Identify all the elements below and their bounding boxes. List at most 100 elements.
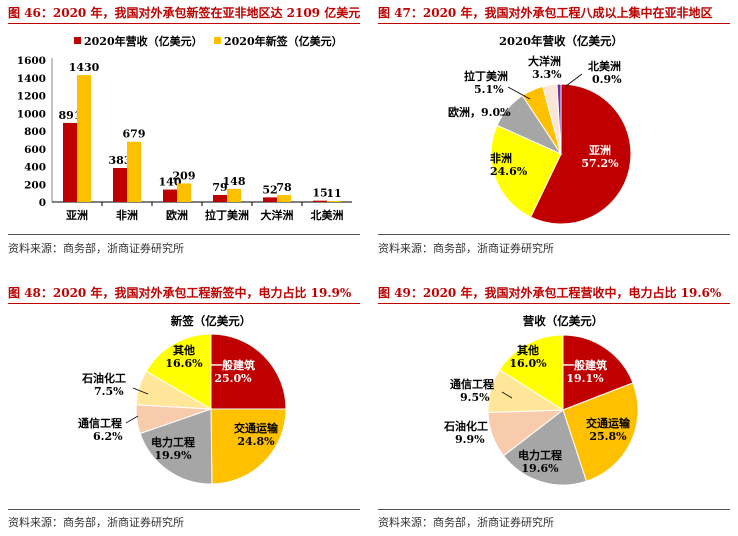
slice-label: 通信工程 (78, 416, 122, 430)
slice-value-label: 16.6% (165, 357, 203, 370)
leader-line (125, 415, 139, 424)
slice-value-label: 24.6% (490, 165, 528, 178)
pie-slice (210, 333, 287, 410)
slice-label: 大洋洲 (528, 54, 561, 68)
bar-value-label: 679 (123, 128, 146, 141)
pie-slice (498, 334, 564, 411)
slice-label: 石油化工 (443, 419, 488, 433)
y-tick-label: 600 (24, 144, 46, 156)
pie-slice (562, 382, 639, 482)
bar-value-label: 52 (262, 183, 277, 196)
bar-value-label: 11 (326, 187, 341, 200)
slice-label: 一般建筑 (211, 358, 255, 372)
bar-newsign (227, 188, 241, 202)
legend-swatch-0 (74, 37, 81, 44)
x-tick-label: 欧洲 (166, 208, 188, 222)
fig48-panel: 图 48：2020 年，我国对外承包工程新签中，电力占比 19.9% 新签（亿美… (8, 284, 360, 536)
bar-revenue (163, 189, 177, 202)
x-tick-label: 非洲 (116, 208, 138, 222)
leader-line (132, 387, 149, 395)
bar-value-label: 15 (312, 187, 327, 200)
fig46-bottom-rule (8, 234, 360, 235)
slice-label: 一般建筑 (563, 358, 607, 372)
pie-slice (562, 334, 634, 411)
y-tick-label: 200 (24, 179, 46, 191)
fig49-title: 图 49：2020 年，我国对外承包工程营收中，电力占比 19.6% (378, 286, 722, 300)
slice-label: 电力工程 (518, 448, 562, 462)
fig49-panel: 图 49：2020 年，我国对外承包工程营收中，电力占比 19.6% 营收（亿美… (378, 284, 730, 536)
bar-newsign (327, 201, 341, 202)
slice-value-label: 6.2% (93, 430, 123, 443)
bar-value-label: 383 (109, 154, 132, 167)
x-tick-label: 大洋洲 (261, 208, 294, 222)
y-tick-label: 1600 (17, 55, 46, 67)
bar-value-label: 1430 (69, 61, 100, 74)
pie-slice (490, 124, 562, 218)
y-tick-label: 0 (39, 197, 46, 209)
y-tick-label: 400 (24, 162, 46, 174)
bar-value-label: 148 (223, 175, 246, 188)
legend-label-0: 2020年营收（亿美元） (84, 34, 203, 48)
x-tick-label: 北美洲 (311, 208, 344, 222)
bar-newsign (77, 75, 91, 202)
slice-value-label: 9.5% (460, 391, 490, 404)
fig47-top-rule (378, 23, 730, 24)
slice-label: 通信工程 (450, 377, 494, 391)
fig47-bottom-rule (378, 234, 730, 235)
slice-label: 拉丁美洲 (464, 69, 508, 83)
fig48-top-rule (8, 303, 360, 304)
slice-value-label: 7.5% (94, 385, 124, 398)
pie-slice (556, 83, 562, 155)
fig48-title: 图 48：2020 年，我国对外承包工程新签中，电力占比 19.9% (8, 286, 352, 300)
pie-title: 营收（亿美元） (523, 314, 604, 328)
slice-value-label: 19.6% (521, 462, 559, 475)
fig47-source: 资料来源：商务部，浙商证券研究所 (378, 242, 554, 255)
fig49-top-rule (378, 303, 730, 304)
slice-value-label: 25.8% (589, 430, 627, 443)
slice-value-label: 57.2% (581, 157, 619, 170)
fig48-bottom-rule (8, 509, 360, 510)
slice-value-label: 3.3% (532, 68, 562, 81)
bar-newsign (277, 195, 291, 202)
bar-newsign (177, 183, 191, 202)
bar-value-label: 140 (159, 176, 182, 189)
pie-title: 2020年营收（亿美元） (499, 34, 623, 48)
pie-slice (145, 333, 212, 410)
bar-value-label: 79 (212, 181, 227, 194)
pie-slice (502, 409, 588, 486)
fig46-title: 图 46：2020 年，我国对外承包新签在亚非地区达 2109 亿美元 (8, 6, 361, 20)
bar-revenue (113, 168, 127, 202)
pie-slice (210, 408, 287, 485)
bar-newsign (127, 141, 141, 202)
slice-value-label: 19.9% (154, 449, 192, 462)
bar-revenue (313, 200, 327, 202)
pie-slice (529, 83, 632, 225)
x-tick-label: 拉丁美洲 (205, 208, 249, 222)
leader-line (565, 73, 583, 87)
slice-value-label: 5.1% (474, 83, 504, 96)
leader-line (507, 86, 531, 100)
legend-label-1: 2020年新签（亿美元） (224, 34, 343, 48)
fig46-source: 资料来源：商务部，浙商证券研究所 (8, 242, 184, 255)
slice-label: 交通运输 (586, 416, 631, 430)
slice-label: 亚洲 (589, 144, 611, 157)
fig48-source: 资料来源：商务部，浙商证券研究所 (8, 516, 184, 529)
slice-label: 北美洲 (588, 59, 621, 73)
bar-value-label: 891 (59, 109, 82, 122)
bar-revenue (213, 194, 227, 202)
pie-title: 新签（亿美元） (171, 314, 252, 328)
bar-revenue (263, 197, 277, 202)
fig47-panel: 图 47：2020 年，我国对外承包工程八成以上集中在亚非地区 2020年营收（… (378, 4, 730, 262)
slice-label: 非洲 (490, 151, 512, 165)
fig46-top-rule (8, 23, 360, 24)
slice-value-label: 24.8% (237, 435, 275, 448)
fig47-title: 图 47：2020 年，我国对外承包工程八成以上集中在亚非地区 (378, 6, 713, 20)
y-tick-label: 1400 (17, 73, 46, 85)
slice-label: 交通运输 (234, 421, 279, 435)
slice-label: 其他 (517, 343, 539, 357)
x-tick-label: 亚洲 (66, 209, 88, 222)
fig46-panel: 图 46：2020 年，我国对外承包新签在亚非地区达 2109 亿美元 2020… (8, 4, 360, 262)
slice-value-label: 0.9% (592, 73, 622, 86)
